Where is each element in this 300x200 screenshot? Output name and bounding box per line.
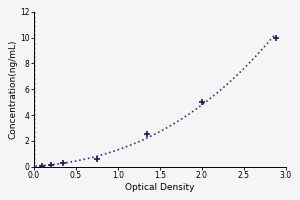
- X-axis label: Optical Density: Optical Density: [125, 183, 194, 192]
- Y-axis label: Concentration(ng/mL): Concentration(ng/mL): [8, 40, 17, 139]
